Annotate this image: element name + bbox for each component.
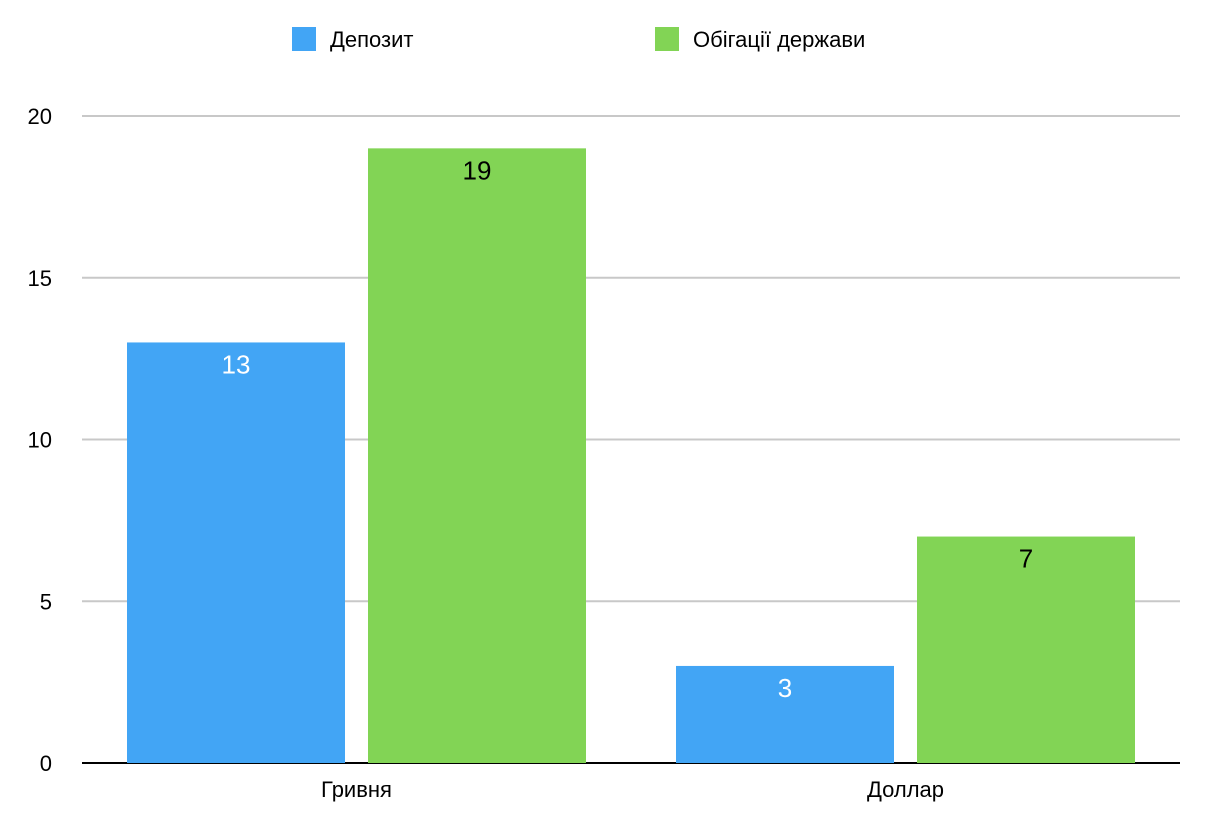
legend-label: Обігації держави [693, 27, 865, 52]
y-tick-label: 15 [28, 266, 52, 291]
y-tick-labels: 0 5 10 15 20 [28, 104, 52, 776]
data-label: 7 [1019, 544, 1033, 574]
y-tick-label: 5 [40, 589, 52, 614]
x-tick-label: Гривня [321, 777, 392, 802]
y-tick-label: 10 [28, 428, 52, 453]
bars [127, 148, 1135, 764]
bar-deposit-1 [676, 665, 894, 763]
x-tick-label: Доллар [867, 777, 944, 802]
bar-bonds-0 [368, 148, 586, 764]
data-label: 13 [222, 349, 251, 379]
bar-bonds-1 [917, 536, 1135, 763]
data-label: 19 [463, 155, 492, 185]
legend: Депозит Обігації держави [292, 27, 865, 52]
bar-deposit-0 [127, 342, 345, 763]
legend-swatch [292, 27, 316, 51]
data-labels: 13 19 3 7 [222, 155, 1034, 703]
legend-label: Депозит [330, 27, 414, 52]
legend-swatch [655, 27, 679, 51]
x-tick-labels: Гривня Доллар [321, 777, 944, 802]
data-label: 3 [778, 673, 792, 703]
y-tick-label: 20 [28, 104, 52, 129]
y-tick-label: 0 [40, 751, 52, 776]
